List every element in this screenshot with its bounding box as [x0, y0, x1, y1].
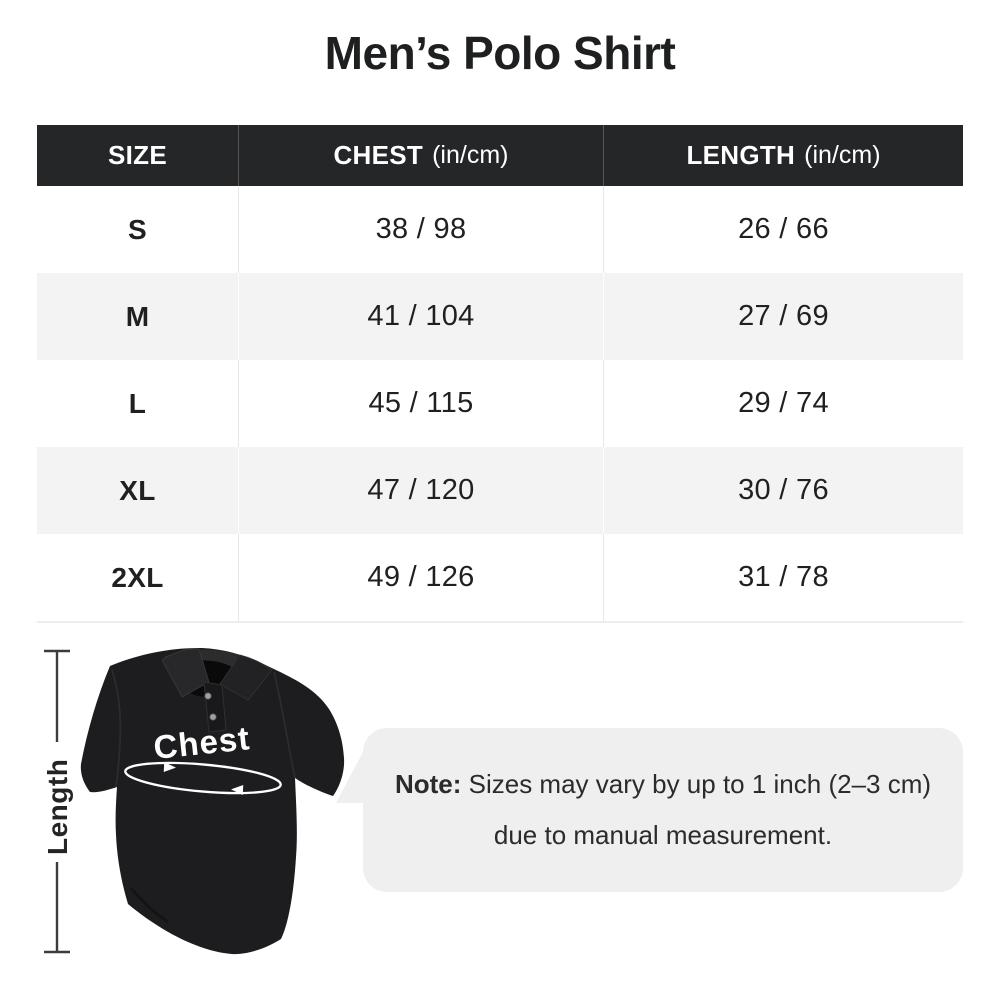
header-size-label: SIZE [108, 140, 167, 170]
chest-cell: 38 / 98 [238, 186, 603, 273]
header-length-unit: (in/cm) [804, 141, 881, 169]
length-cell: 30 / 76 [603, 447, 963, 534]
size-cell: S [128, 213, 147, 245]
table-header-row: SIZE CHEST (in/cm) LENGTH (in/cm) [37, 125, 963, 186]
header-cell-size: SIZE [37, 125, 238, 186]
table-row: 2XL 49 / 126 31 / 78 [37, 534, 963, 621]
chest-cell: 47 / 120 [238, 447, 603, 534]
header-length-label: LENGTH [686, 140, 796, 170]
chest-measure [124, 761, 282, 795]
length-cell: 31 / 78 [603, 534, 963, 621]
length-cell: 27 / 69 [603, 273, 963, 360]
size-cell: 2XL [111, 561, 164, 593]
shirt-seams [111, 669, 296, 924]
chest-cell: 49 / 126 [238, 534, 603, 621]
header-chest-unit: (in/cm) [432, 141, 509, 169]
button [209, 713, 217, 721]
header-cell-chest: CHEST (in/cm) [238, 125, 603, 186]
page-title: Men’s Polo Shirt [324, 27, 676, 79]
right-sleeve-seam [273, 671, 296, 779]
chest-cell: 45 / 115 [238, 360, 603, 447]
size-cell: L [128, 387, 147, 419]
collar-left-flap [161, 648, 210, 698]
table-row: XL 47 / 120 30 / 76 [37, 447, 963, 534]
collar [161, 648, 273, 733]
note-bubble: Note: Sizes may vary by up to 1 inch (2–… [336, 728, 963, 892]
table-row: L 45 / 115 29 / 74 [37, 360, 963, 447]
collar-right-flap [219, 654, 273, 701]
shirt-body [80, 648, 345, 955]
header-chest-label: CHEST [333, 140, 424, 170]
table-row: S 38 / 98 26 / 66 [37, 186, 963, 273]
length-measure [44, 649, 70, 954]
chest-cell: 41 / 104 [238, 273, 603, 360]
length-cell: 29 / 74 [603, 360, 963, 447]
chest-arrow-left [231, 785, 244, 795]
hem-fold [129, 887, 169, 924]
button [204, 692, 212, 700]
left-sleeve-seam [111, 669, 122, 788]
size-cell: XL [119, 474, 156, 506]
size-table: SIZE CHEST (in/cm) LENGTH (in/cm) S 38 /… [37, 125, 963, 623]
note-line-2: due to manual measurement. [493, 820, 833, 850]
chest-ellipse [124, 761, 282, 795]
size-cell: M [125, 300, 150, 332]
note-prefix: Note: [394, 769, 462, 800]
length-label: Length [42, 759, 73, 855]
length-cell: 26 / 66 [603, 186, 963, 273]
table-row: M 41 / 104 27 / 69 [37, 273, 963, 360]
chest-arrow-right [163, 762, 176, 772]
note-line-1: Note: Sizes may vary by up to 1 inch (2–… [363, 770, 963, 799]
note-text-1: Sizes may vary by up to 1 inch (2–3 cm) [461, 769, 932, 800]
polo-shirt-diagram: Length Chest [42, 648, 345, 955]
header-cell-length: LENGTH (in/cm) [603, 125, 963, 186]
polo-shirt: Chest [80, 648, 345, 955]
